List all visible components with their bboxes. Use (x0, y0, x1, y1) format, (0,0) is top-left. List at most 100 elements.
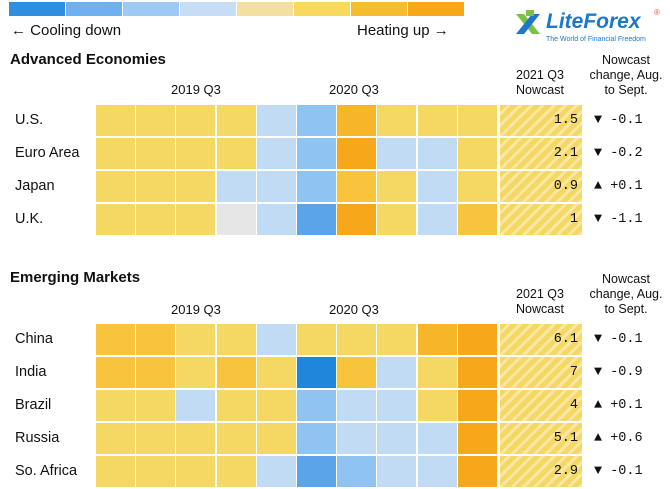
nowcast-change: ▲ +0.1 (594, 398, 643, 413)
period-label-2019-em: 2019 Q3 (171, 302, 221, 317)
heatmap-cell (457, 324, 497, 355)
heatmap-cell (96, 105, 135, 136)
heatmap-cell (377, 138, 417, 169)
heatmap-cell (297, 456, 336, 487)
change-header-line3: to Sept. (604, 83, 648, 97)
heatmap-cell (457, 423, 497, 454)
legend-swatch (9, 2, 65, 16)
heatmap-cell (256, 423, 296, 454)
change-header-line1: Nowcast (602, 272, 650, 286)
heatmap-cell (176, 390, 216, 421)
heatmap-cell (96, 390, 135, 421)
nowcast-value: 0.9 (553, 179, 578, 194)
heatmap-cell (136, 204, 176, 235)
heatmap-cell (417, 423, 457, 454)
heatmap-cell (136, 423, 176, 454)
heatmap-cell (377, 423, 417, 454)
heatmap-cell (337, 138, 377, 169)
heatmap-cell (216, 105, 256, 136)
heatmap-cell (136, 105, 176, 136)
nowcast-header-adv: 2021 Q3 Nowcast (500, 68, 580, 98)
country-label: U.K. (15, 211, 44, 227)
nowcast-header-line2: Nowcast (516, 302, 564, 316)
heatmap-cell (96, 138, 135, 169)
heatmap-cell (297, 423, 336, 454)
heatmap-cell (457, 105, 497, 136)
heatmap-cell (256, 324, 296, 355)
heatmap-cell (96, 324, 135, 355)
country-label: Russia (15, 430, 60, 446)
period-label-2020-adv: 2020 Q3 (329, 82, 379, 97)
heatmap-cell (216, 456, 256, 487)
nowcast-value: 1.5 (553, 113, 578, 128)
heatmap-cell (377, 105, 417, 136)
heatmap-cell (256, 105, 296, 136)
heatmap-cell (337, 324, 377, 355)
logo-brand: LiteForex (546, 10, 641, 33)
legend-heating-label: Heating up → (357, 22, 449, 39)
chart-title-emerging: Emerging Markets (10, 269, 141, 286)
nowcast-cell (500, 456, 582, 487)
heatmap-cell (377, 390, 417, 421)
heatmap-cell (417, 456, 457, 487)
heatmap-cell (337, 456, 377, 487)
heatmap-cell (297, 390, 336, 421)
nowcast-value: 6.1 (553, 332, 578, 347)
legend-swatch (66, 2, 122, 16)
nowcast-change: ▼ -0.9 (594, 365, 643, 380)
heatmap-cell (176, 324, 216, 355)
nowcast-value: 5.1 (553, 431, 578, 446)
nowcast-value: 1 (569, 212, 578, 227)
legend-swatch (123, 2, 179, 16)
heatmap-cell (457, 390, 497, 421)
heatmap-cell (417, 171, 457, 202)
nowcast-change: ▼ -0.1 (594, 464, 643, 479)
heatmap-cell (337, 390, 377, 421)
heatmap-cell (96, 204, 135, 235)
heatmap-cell (457, 138, 497, 169)
liteforex-x-icon (516, 10, 540, 34)
heatmap-cell (216, 204, 256, 235)
nowcast-cell (500, 171, 582, 202)
heatmap-cell (337, 423, 377, 454)
heatmap-cell (297, 105, 336, 136)
heatmap-cell (377, 357, 417, 388)
nowcast-value: 2.9 (553, 464, 578, 479)
chart-title-advanced: Advanced Economies (10, 51, 166, 68)
heatmap-cell (96, 357, 135, 388)
liteforex-logo: LiteForex ® The World of Financial Freed… (512, 6, 662, 50)
legend-color-scale (9, 2, 465, 16)
heatmap-cell (136, 456, 176, 487)
heatmap-cell (297, 324, 336, 355)
nowcast-change: ▲ +0.6 (594, 431, 643, 446)
heatmap-cell (297, 357, 336, 388)
heatmap-cell (176, 423, 216, 454)
heatmap-cell (136, 171, 176, 202)
nowcast-cell (500, 357, 582, 388)
heatmap-cell (176, 138, 216, 169)
heatmap-cell (457, 171, 497, 202)
heatmap-cell (136, 138, 176, 169)
country-label: So. Africa (15, 463, 78, 479)
change-header-line2: change, Aug. (589, 68, 663, 82)
legend-swatch (237, 2, 293, 16)
heatmap-cell (297, 204, 336, 235)
change-header-adv: Nowcast change, Aug. to Sept. (582, 53, 670, 98)
change-header-line1: Nowcast (602, 53, 650, 67)
country-label: India (15, 364, 47, 380)
heatmap-cell (417, 105, 457, 136)
country-label: China (15, 331, 53, 347)
heatmap-cell (216, 390, 256, 421)
heatmap-cell (337, 204, 377, 235)
heatmap-cell (216, 138, 256, 169)
heatmap-cell (96, 171, 135, 202)
nowcast-header-line1: 2021 Q3 (516, 68, 564, 82)
nowcast-header-line1: 2021 Q3 (516, 287, 564, 301)
heatmap-cell (216, 423, 256, 454)
heatmap-cell (297, 171, 336, 202)
heatmap-cell (176, 204, 216, 235)
nowcast-cell (500, 324, 582, 355)
period-label-2019-adv: 2019 Q3 (171, 82, 221, 97)
heatmap-cell (377, 324, 417, 355)
nowcast-cell (500, 423, 582, 454)
